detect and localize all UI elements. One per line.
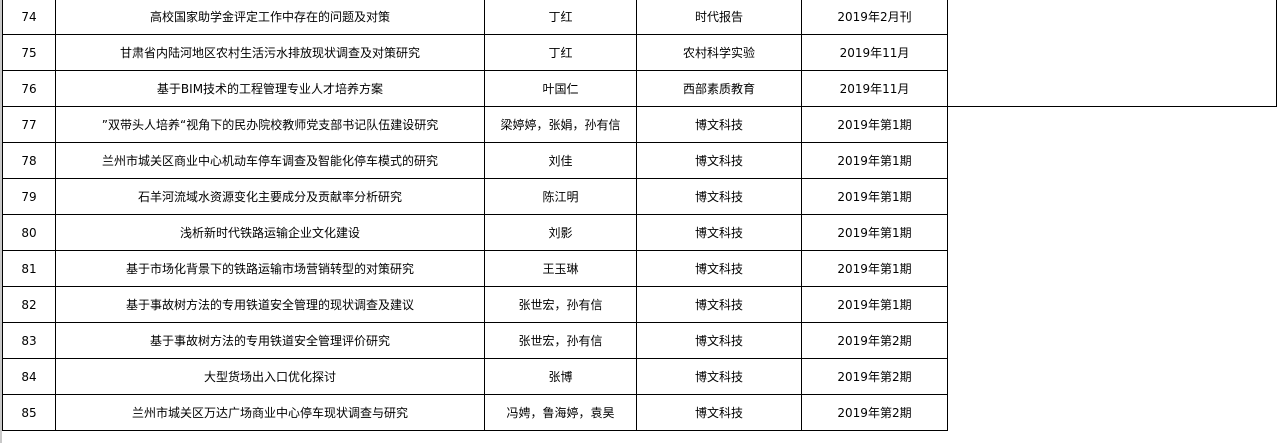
cell-no[interactable]: 78 <box>2 142 56 179</box>
cell-journal[interactable]: 西部素质教育 <box>636 70 802 107</box>
cell-date[interactable]: 2019年第1期 <box>801 214 948 251</box>
cell-journal[interactable]: 博文科技 <box>636 322 802 359</box>
cell-journal[interactable]: 博文科技 <box>636 358 802 395</box>
cell-author[interactable]: 陈江明 <box>484 178 637 215</box>
cell-no[interactable]: 84 <box>2 358 56 395</box>
cell-no[interactable]: 75 <box>2 34 56 71</box>
cell-title[interactable]: 兰州市城关区商业中心机动车停车调查及智能化停车模式的研究 <box>55 142 485 179</box>
cell-author[interactable]: 刘佳 <box>484 142 637 179</box>
sheet-left-edge <box>0 0 2 443</box>
cell-title[interactable]: 大型货场出入口优化探讨 <box>55 358 485 395</box>
cell-title[interactable]: 浅析新时代铁路运输企业文化建设 <box>55 214 485 251</box>
publication-table: 74 高校国家助学金评定工作中存在的问题及对策 丁红 时代报告 2019年2月刊 75 甘肃… <box>2 0 1277 431</box>
cell-date[interactable]: 2019年11月 <box>801 34 948 71</box>
merged-empty-cell[interactable] <box>947 106 1277 431</box>
cell-no[interactable]: 79 <box>2 178 56 215</box>
table-row: 78 兰州市城关区商业中心机动车停车调查及智能化停车模式的研究 刘佳 博文科技 2019… <box>2 142 1277 179</box>
cell-journal[interactable]: 博文科技 <box>636 286 802 323</box>
table-row: 75 甘肃省内陆河地区农村生活污水排放现状调查及对策研究 丁红 农村科学实验 2019年… <box>2 34 1277 71</box>
table-row: 81 基于市场化背景下的铁路运输市场营销转型的对策研究 王玉琳 博文科技 2019年第1… <box>2 250 1277 287</box>
table-row: 76 基于BIM技术的工程管理专业人才培养方案 叶国仁 西部素质教育 2019年11月 <box>2 70 1277 107</box>
cell-author[interactable]: 张博 <box>484 358 637 395</box>
table-row: 77 ”双带头人培养“视角下的民办院校教师党支部书记队伍建设研究 梁婷婷，张娟，孙有… <box>2 106 1277 431</box>
cell-journal[interactable]: 博文科技 <box>636 250 802 287</box>
cell-date[interactable]: 2019年11月 <box>801 70 948 107</box>
cell-no[interactable]: 76 <box>2 70 56 107</box>
cell-title[interactable]: 基于事故树方法的专用铁道安全管理评价研究 <box>55 322 485 359</box>
table-row: 85 兰州市城关区万达广场商业中心停车现状调查与研究 冯娉，鲁海婷，袁昊 博文科技 20… <box>2 394 1277 431</box>
cell-author[interactable]: 丁红 <box>484 34 637 71</box>
cell-date[interactable]: 2019年第1期 <box>801 106 948 143</box>
cell-title[interactable]: 甘肃省内陆河地区农村生活污水排放现状调查及对策研究 <box>55 34 485 71</box>
cell-author[interactable]: 叶国仁 <box>484 70 637 107</box>
cell-date[interactable]: 2019年2月刊 <box>801 0 948 35</box>
cell-date[interactable]: 2019年第2期 <box>801 322 948 359</box>
cell-journal[interactable]: 博文科技 <box>636 178 802 215</box>
cell-journal[interactable]: 农村科学实验 <box>636 34 802 71</box>
table-row: 80 浅析新时代铁路运输企业文化建设 刘影 博文科技 2019年第1期 <box>2 214 1277 251</box>
cell-title[interactable]: 石羊河流域水资源变化主要成分及贡献率分析研究 <box>55 178 485 215</box>
cell-date[interactable]: 2019年第2期 <box>801 394 948 431</box>
cell-no[interactable]: 85 <box>2 394 56 431</box>
cell-no[interactable]: 81 <box>2 250 56 287</box>
cell-title[interactable]: 基于事故树方法的专用铁道安全管理的现状调查及建议 <box>55 286 485 323</box>
cell-date[interactable]: 2019年第1期 <box>801 286 948 323</box>
cell-journal[interactable]: 博文科技 <box>636 106 802 143</box>
cell-title[interactable]: 高校国家助学金评定工作中存在的问题及对策 <box>55 0 485 35</box>
table-row: 74 高校国家助学金评定工作中存在的问题及对策 丁红 时代报告 2019年2月刊 <box>2 0 1277 107</box>
cell-title[interactable]: 兰州市城关区万达广场商业中心停车现状调查与研究 <box>55 394 485 431</box>
cell-journal[interactable]: 时代报告 <box>636 0 802 35</box>
cell-author[interactable]: 冯娉，鲁海婷，袁昊 <box>484 394 637 431</box>
cell-date[interactable]: 2019年第2期 <box>801 358 948 395</box>
cell-author[interactable]: 张世宏，孙有信 <box>484 322 637 359</box>
cell-author[interactable]: 张世宏，孙有信 <box>484 286 637 323</box>
table-row: 83 基于事故树方法的专用铁道安全管理评价研究 张世宏，孙有信 博文科技 2019年第2… <box>2 322 1277 359</box>
table-row: 82 基于事故树方法的专用铁道安全管理的现状调查及建议 张世宏，孙有信 博文科技 201… <box>2 286 1277 323</box>
cell-date[interactable]: 2019年第1期 <box>801 178 948 215</box>
cell-author[interactable]: 丁红 <box>484 0 637 35</box>
cell-author[interactable]: 梁婷婷，张娟，孙有信 <box>484 106 637 143</box>
cell-title[interactable]: ”双带头人培养“视角下的民办院校教师党支部书记队伍建设研究 <box>55 106 485 143</box>
cell-date[interactable]: 2019年第1期 <box>801 250 948 287</box>
cell-no[interactable]: 82 <box>2 286 56 323</box>
cell-journal[interactable]: 博文科技 <box>636 394 802 431</box>
cell-title[interactable]: 基于BIM技术的工程管理专业人才培养方案 <box>55 70 485 107</box>
cell-author[interactable]: 王玉琳 <box>484 250 637 287</box>
cell-journal[interactable]: 博文科技 <box>636 214 802 251</box>
cell-no[interactable]: 80 <box>2 214 56 251</box>
cell-no[interactable]: 77 <box>2 106 56 143</box>
cell-title[interactable]: 基于市场化背景下的铁路运输市场营销转型的对策研究 <box>55 250 485 287</box>
merged-empty-cell[interactable] <box>947 0 1277 107</box>
cell-date[interactable]: 2019年第1期 <box>801 142 948 179</box>
cell-author[interactable]: 刘影 <box>484 214 637 251</box>
cell-journal[interactable]: 博文科技 <box>636 142 802 179</box>
cell-no[interactable]: 74 <box>2 0 56 35</box>
cell-no[interactable]: 83 <box>2 322 56 359</box>
